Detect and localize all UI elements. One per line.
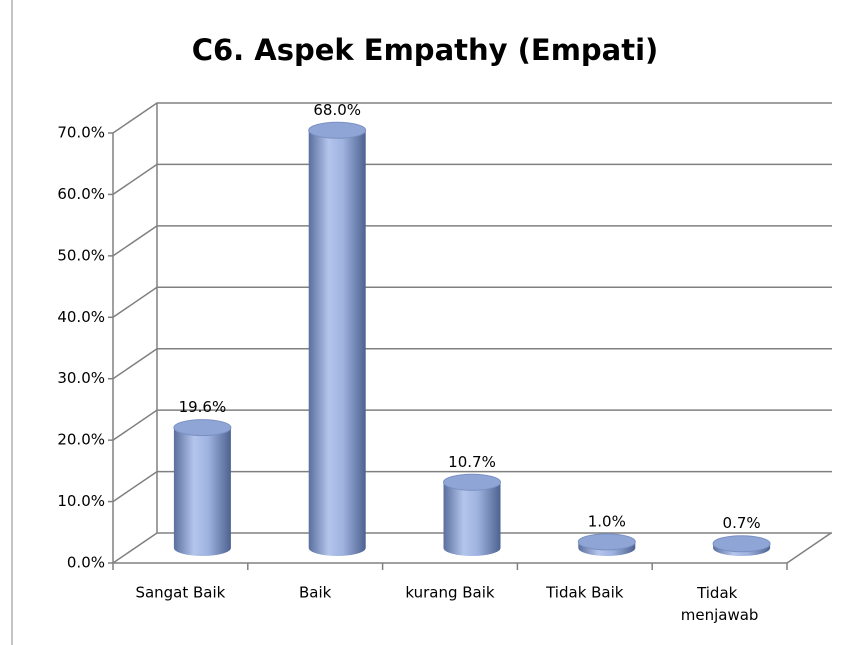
y-tick-label: 70.0%	[57, 124, 105, 142]
grid-line	[112, 102, 832, 134]
bar	[712, 535, 771, 556]
bar-body	[308, 130, 366, 557]
x-tick-label: Sangat Baik	[135, 584, 225, 602]
chart-title: C6. Aspek Empathy (Empati)	[192, 33, 659, 67]
y-tick-label: 40.0%	[57, 308, 105, 326]
y-tick-label: 0.0%	[67, 554, 105, 572]
grid-line	[112, 470, 832, 503]
bar-top	[712, 535, 771, 553]
value-label: 19.6%	[179, 398, 227, 416]
bar-top	[577, 533, 636, 551]
grid-line	[112, 163, 832, 196]
bar	[443, 473, 501, 556]
x-tick-label: Tidak menjawab	[681, 584, 759, 624]
bar	[577, 533, 636, 556]
x-tick-label: Baik	[299, 584, 332, 602]
bar-body	[173, 427, 231, 556]
value-label: 1.0%	[588, 512, 626, 530]
y-tick-label: 50.0%	[57, 246, 105, 264]
grid-line	[112, 347, 832, 380]
chart-border	[11, 0, 13, 645]
bar-top	[173, 419, 232, 437]
floor-right-edge	[786, 532, 832, 564]
x-tick-label: Tidak Baik	[545, 584, 624, 602]
bar	[173, 419, 232, 556]
x-tick-label: kurang Baik	[405, 584, 495, 602]
grid-line	[112, 532, 832, 564]
y-tick-label: 30.0%	[57, 369, 105, 387]
bar-body	[443, 482, 501, 556]
y-tick-label: 10.0%	[57, 492, 105, 510]
bar-top	[308, 121, 367, 139]
y-tick-label: 60.0%	[57, 185, 105, 203]
bar-top	[443, 473, 501, 491]
y-tick-label: 20.0%	[57, 431, 105, 449]
grid-line	[112, 286, 832, 318]
value-label: 0.7%	[723, 514, 761, 532]
grid-line	[112, 225, 832, 257]
value-label: 68.0%	[313, 101, 361, 119]
grid-line	[112, 409, 832, 441]
value-label: 10.7%	[448, 453, 496, 471]
bar	[308, 121, 367, 557]
